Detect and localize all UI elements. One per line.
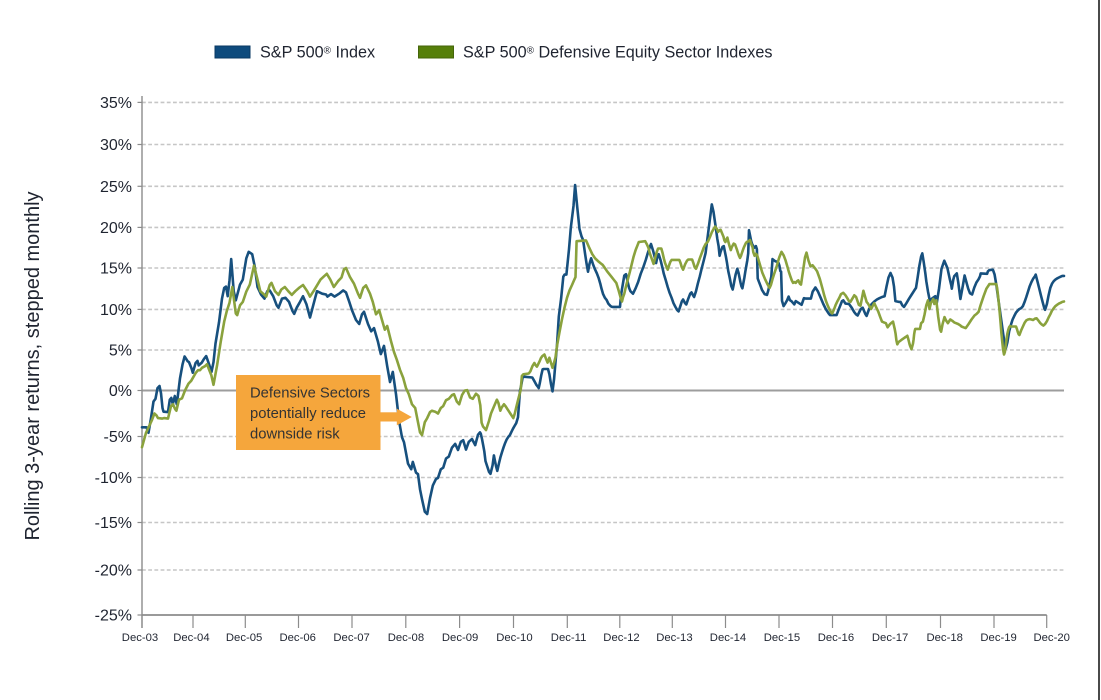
svg-text:Dec-08: Dec-08 xyxy=(388,632,424,644)
svg-text:Dec-09: Dec-09 xyxy=(442,632,478,644)
svg-text:-10%: -10% xyxy=(95,470,132,487)
svg-text:Dec-14: Dec-14 xyxy=(710,632,746,644)
svg-text:Dec-11: Dec-11 xyxy=(551,632,587,644)
svg-text:Dec-19: Dec-19 xyxy=(980,632,1016,644)
svg-text:5%: 5% xyxy=(109,343,132,360)
svg-text:0%: 0% xyxy=(109,383,132,400)
svg-text:Dec-18: Dec-18 xyxy=(926,632,962,644)
svg-text:-25%: -25% xyxy=(95,608,132,625)
svg-text:Rolling 3-year returns, steppe: Rolling 3-year returns, stepped monthly xyxy=(22,191,44,540)
svg-text:Dec-12: Dec-12 xyxy=(603,632,639,644)
svg-text:Dec-04: Dec-04 xyxy=(173,632,209,644)
svg-text:-5%: -5% xyxy=(104,429,132,446)
svg-text:15%: 15% xyxy=(100,261,132,278)
svg-text:30%: 30% xyxy=(100,137,132,154)
svg-text:potentially reduce: potentially reduce xyxy=(250,406,366,422)
svg-text:Dec-20: Dec-20 xyxy=(1033,632,1069,644)
svg-text:25%: 25% xyxy=(100,179,132,196)
svg-text:Dec-05: Dec-05 xyxy=(226,632,262,644)
svg-text:downside risk: downside risk xyxy=(250,427,340,443)
svg-text:S&P 500® Index: S&P 500® Index xyxy=(260,44,375,62)
svg-text:35%: 35% xyxy=(100,95,132,112)
svg-text:-20%: -20% xyxy=(95,563,132,580)
svg-text:10%: 10% xyxy=(100,302,132,319)
svg-text:Dec-15: Dec-15 xyxy=(764,632,800,644)
svg-text:Defensive Sectors: Defensive Sectors xyxy=(250,385,370,401)
svg-text:Dec-03: Dec-03 xyxy=(122,632,158,644)
svg-text:Dec-10: Dec-10 xyxy=(496,632,532,644)
svg-text:Dec-06: Dec-06 xyxy=(279,632,315,644)
svg-text:Dec-16: Dec-16 xyxy=(818,632,854,644)
svg-text:S&P 500® Defensive Equity Sect: S&P 500® Defensive Equity Sector Indexes xyxy=(463,44,772,62)
svg-text:Dec-13: Dec-13 xyxy=(656,632,692,644)
svg-text:Dec-17: Dec-17 xyxy=(872,632,908,644)
svg-text:20%: 20% xyxy=(100,220,132,237)
svg-text:-15%: -15% xyxy=(95,515,132,532)
svg-text:Dec-07: Dec-07 xyxy=(333,632,369,644)
